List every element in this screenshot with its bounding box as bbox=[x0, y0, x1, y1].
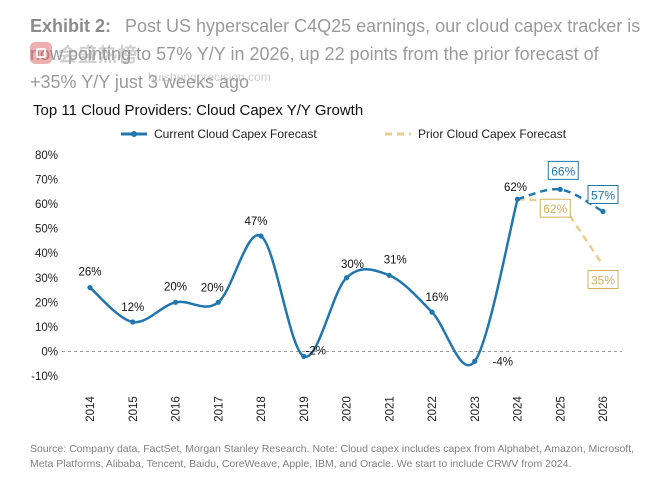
current-series-line bbox=[89, 198, 519, 367]
current-point bbox=[343, 275, 350, 281]
x-tick-label: 2026 bbox=[598, 396, 610, 422]
current-point bbox=[600, 208, 606, 215]
current-data-label: 31% bbox=[384, 254, 407, 266]
x-tick-label: 2016 bbox=[171, 396, 183, 422]
current-point bbox=[386, 272, 392, 278]
x-tick-label: 2018 bbox=[256, 396, 268, 422]
legend-current-label: Current Cloud Capex Forecast bbox=[154, 127, 317, 141]
legend-current-swatch-icon bbox=[121, 131, 147, 137]
legend-current: Current Cloud Capex Forecast bbox=[120, 127, 317, 141]
current-point bbox=[172, 299, 179, 305]
current-data-label: 47% bbox=[244, 216, 267, 228]
forecast-label-2025: 66% bbox=[551, 164, 575, 178]
y-tick-label: 10% bbox=[35, 322, 58, 334]
current-point bbox=[258, 233, 264, 239]
current-data-label: 30% bbox=[341, 259, 364, 271]
x-tick-label: 2025 bbox=[555, 396, 567, 422]
forecast-label-2026: 57% bbox=[591, 188, 615, 202]
current-data-label: -4% bbox=[493, 356, 513, 368]
x-tick-label: 2014 bbox=[85, 396, 97, 422]
current-point bbox=[130, 319, 136, 325]
x-tick-label: 2017 bbox=[213, 396, 225, 422]
current-point bbox=[514, 196, 521, 202]
source-note: Source: Company data, FactSet, Morgan St… bbox=[30, 443, 635, 470]
current-data-label: 12% bbox=[121, 302, 144, 314]
forecast-label-2026-box bbox=[587, 184, 619, 204]
exhibit-text: Post US hyperscaler C4Q25 earnings, our … bbox=[30, 16, 641, 92]
y-tick-label: 50% bbox=[35, 224, 58, 236]
exhibit-header: Exhibit 2: Post US hyperscaler C4Q25 earn… bbox=[30, 12, 648, 96]
x-tick-label: 2015 bbox=[128, 396, 140, 422]
current-point bbox=[557, 186, 563, 192]
x-tick-label: 2022 bbox=[427, 396, 439, 422]
current-data-label: 20% bbox=[201, 282, 224, 294]
current-point bbox=[472, 358, 478, 364]
current-data-label: 26% bbox=[78, 267, 101, 279]
x-tick-label: 2019 bbox=[299, 396, 311, 422]
current-point bbox=[87, 285, 93, 291]
current-data-label: 62% bbox=[504, 182, 527, 194]
current-data-label: -2% bbox=[306, 345, 326, 357]
current-point bbox=[429, 309, 435, 315]
x-tick-label: 2020 bbox=[342, 396, 354, 422]
x-tick-label: 2024 bbox=[513, 396, 525, 422]
prior-label-2026-box bbox=[587, 270, 619, 289]
forecast-label-2025-box bbox=[547, 160, 579, 180]
y-tick-label: 30% bbox=[35, 273, 58, 285]
y-tick-label: 60% bbox=[35, 199, 58, 211]
legend-prior: Prior Cloud Capex Forecast bbox=[384, 127, 566, 141]
y-tick-label: 70% bbox=[35, 175, 58, 187]
y-tick-label: 40% bbox=[35, 248, 58, 260]
prior-label-2026: 35% bbox=[591, 274, 615, 288]
x-tick-label: 2021 bbox=[384, 396, 396, 422]
prior-label-2025: 62% bbox=[543, 202, 567, 216]
legend-prior-swatch-icon bbox=[385, 132, 411, 136]
y-tick-label: -10% bbox=[31, 371, 58, 383]
legend-prior-label: Prior Cloud Capex Forecast bbox=[418, 127, 567, 141]
y-tick-label: 20% bbox=[35, 297, 58, 309]
current-point bbox=[215, 299, 221, 305]
y-tick-label: 0% bbox=[41, 346, 58, 358]
current-data-label: 20% bbox=[164, 281, 187, 293]
x-tick-label: 2023 bbox=[470, 396, 482, 422]
chart-title: Top 11 Cloud Providers: Cloud Capex Y/Y … bbox=[33, 102, 364, 119]
current-point bbox=[301, 353, 307, 359]
prior-label-2025-box bbox=[539, 198, 571, 218]
current-data-label: 16% bbox=[425, 292, 448, 304]
y-tick-label: 80% bbox=[35, 150, 58, 162]
chart-plot: 80% 70% 60% 50% 40% 30% 20% 10% 0% -10% 2014 2015 20… bbox=[31, 150, 622, 422]
exhibit-label: Exhibit 2: bbox=[30, 16, 112, 36]
